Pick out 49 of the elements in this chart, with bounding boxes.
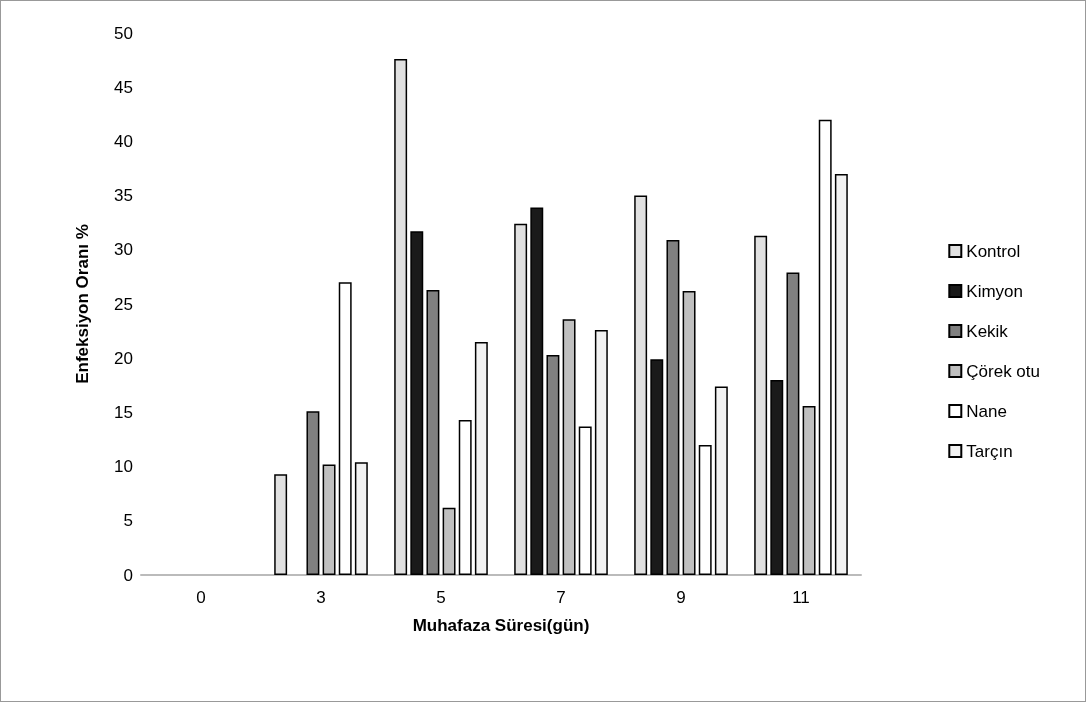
x-axis-title: Muhafaza Süresi(gün) [412,616,590,635]
y-tick-label: 35 [114,186,133,206]
bar [394,59,408,575]
bar [338,282,352,575]
bar [306,411,320,575]
bar [514,223,528,575]
bar [818,119,832,575]
y-tick-label: 15 [114,402,133,422]
bar [474,341,488,575]
y-tick-label: 30 [114,240,133,260]
bar [458,419,472,575]
y-tick-label: 20 [114,348,133,368]
legend-label: Kimyon [966,281,1023,301]
x-tick-label: 0 [196,588,206,607]
bar [650,359,664,575]
y-tick-label: 45 [114,77,133,97]
bar [530,207,544,575]
bar [834,173,848,575]
y-axis-title: Enfeksiyon Oranı % [73,224,92,384]
bar [634,195,648,575]
legend-label: Kekik [966,321,1009,341]
x-tick-label: 7 [556,588,566,607]
legend-label: Nane [966,401,1007,421]
legend-label: Çörek otu [966,361,1040,381]
bar [698,444,712,575]
legend-label: Tarçın [966,441,1013,461]
y-tick-label: 0 [123,565,133,585]
bar [546,354,560,575]
bar [578,426,592,575]
x-tick-label: 11 [792,588,810,607]
bar [410,231,424,575]
bar [666,240,680,575]
legend-label: Kontrol [966,241,1021,261]
bar [786,272,800,575]
y-tick-label: 40 [114,131,133,151]
bar [354,462,368,575]
bar [754,235,768,575]
x-tick-label: 5 [436,588,446,607]
y-tick-label: 5 [123,511,133,531]
bar [426,289,440,575]
bar [770,379,784,575]
x-tick-label: 9 [676,588,686,607]
y-tick-label: 50 [114,23,133,43]
bar [714,386,728,575]
x-tick-label: 3 [316,588,326,607]
bar [594,330,608,575]
y-tick-label: 25 [114,294,133,314]
bar [274,474,288,575]
y-tick-label: 10 [114,457,133,477]
